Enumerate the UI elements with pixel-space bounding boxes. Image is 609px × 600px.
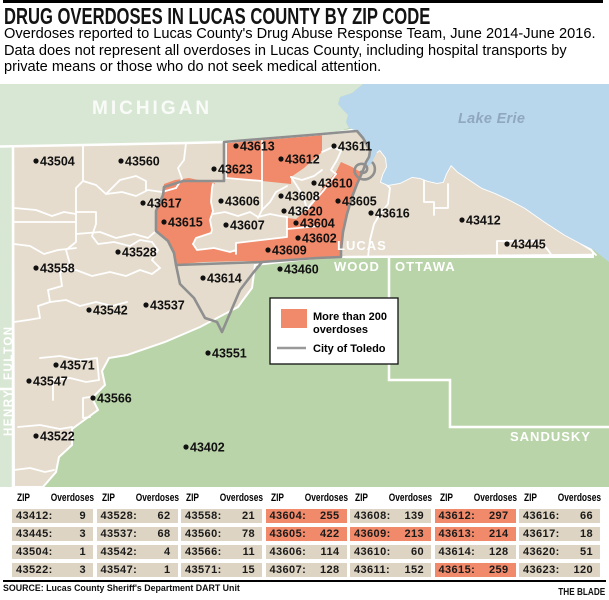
svg-text:43610: 43610 [318,177,353,191]
svg-text:43504: 43504 [40,155,75,169]
svg-text:HENRY: HENRY [3,389,15,436]
svg-text:43608: 43608 [285,190,320,204]
svg-text:43614: 43614 [207,272,242,286]
svg-text:More than 200: More than 200 [313,311,387,323]
svg-text:43560: 43560 [125,155,160,169]
svg-text:43522: 43522 [40,430,75,444]
svg-text:WOOD: WOOD [334,259,380,274]
svg-text:43445: 43445 [511,238,546,252]
svg-text:43620: 43620 [288,205,323,219]
svg-text:overdoses: overdoses [313,324,368,336]
svg-text:43528: 43528 [122,246,157,260]
svg-text:43402: 43402 [190,441,225,455]
svg-text:43607: 43607 [230,219,265,233]
svg-text:43617: 43617 [147,197,182,211]
svg-text:43537: 43537 [150,299,185,313]
svg-text:43460: 43460 [284,263,319,277]
svg-text:43606: 43606 [225,195,260,209]
svg-text:43547: 43547 [33,375,68,389]
svg-text:43604: 43604 [300,217,335,231]
svg-text:43609: 43609 [272,244,307,258]
svg-text:43605: 43605 [342,195,377,209]
svg-text:43566: 43566 [97,392,132,406]
svg-text:SANDUSKY: SANDUSKY [510,429,591,444]
svg-text:43558: 43558 [40,262,75,276]
svg-text:FULTON: FULTON [3,325,15,380]
svg-text:LUCAS: LUCAS [337,238,387,253]
svg-text:43611: 43611 [338,140,372,154]
svg-text:Lake Erie: Lake Erie [458,111,525,127]
svg-text:43412: 43412 [466,214,501,228]
svg-text:43542: 43542 [93,304,128,318]
svg-text:43616: 43616 [375,207,410,221]
svg-text:43551: 43551 [212,347,247,361]
svg-text:43613: 43613 [240,140,275,154]
svg-text:City of Toledo: City of Toledo [313,343,386,355]
svg-text:43602: 43602 [302,232,337,246]
svg-text:43571: 43571 [60,359,95,373]
svg-text:OTTAWA: OTTAWA [395,259,456,274]
svg-text:43615: 43615 [168,216,203,230]
svg-text:43623: 43623 [218,163,253,177]
svg-text:43612: 43612 [285,153,320,167]
svg-text:MICHIGAN: MICHIGAN [92,98,212,119]
